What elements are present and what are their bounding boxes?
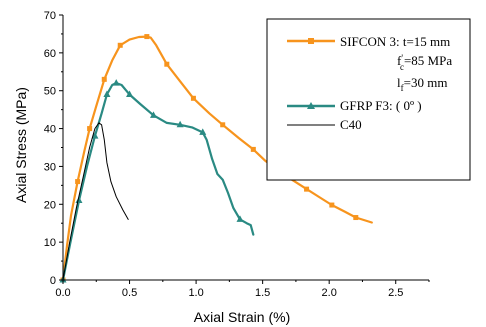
- data-point-gfrp-f3: [75, 196, 83, 203]
- data-point-gfrp-f3: [236, 215, 244, 222]
- legend-sifcon-lf-main: l: [397, 75, 401, 90]
- series-line-gfrp-f3: [61, 82, 255, 282]
- legend-sifcon-lf-sub: f: [401, 83, 404, 93]
- y-tick-label: 0: [50, 275, 56, 287]
- ticks-layer: 0.0 0.5 1.0 1.5 2.0 2.5 0 10 20 30 40 50 60 70: [44, 10, 430, 299]
- data-point-gfrp-f3: [176, 120, 184, 128]
- legend-sifcon-marker: [308, 38, 314, 44]
- y-tick-label: 70: [44, 10, 56, 22]
- data-point-sifcon-3: [75, 179, 81, 185]
- data-point-gfrp-f3: [91, 132, 99, 139]
- legend-sifcon-fc-rest: =85 MPa: [404, 53, 452, 68]
- y-axis-title: Axial Stress (MPa): [13, 87, 29, 203]
- x-tick-label: 1.0: [188, 287, 203, 299]
- data-point-sifcon-3: [87, 126, 93, 132]
- data-point-sifcon-3: [101, 76, 107, 82]
- data-point-gfrp-f3: [199, 128, 207, 135]
- data-point-sifcon-3: [117, 42, 123, 48]
- y-tick-label: 30: [44, 161, 56, 173]
- legend-sifcon-lf-rest: =30 mm: [404, 75, 448, 90]
- data-point-sifcon-3: [164, 61, 170, 67]
- data-point-gfrp-f3: [126, 90, 134, 97]
- data-point-sifcon-3: [220, 122, 226, 128]
- y-tick-label: 60: [44, 48, 56, 60]
- legend-box: [266, 18, 471, 181]
- legend: SIFCON 3: t=15 mm f' c=85 MPa lf=30 mm GF…: [266, 18, 471, 181]
- legend-sifcon-lf: lf=30 mm: [397, 75, 447, 93]
- data-point-gfrp-f3: [150, 111, 158, 118]
- legend-sifcon-fc-sup: ': [401, 53, 403, 63]
- data-point-sifcon-3: [190, 95, 196, 101]
- y-tick-label: 10: [44, 237, 56, 249]
- x-tick-label: 0.0: [55, 287, 70, 299]
- y-tick-label: 40: [44, 124, 56, 136]
- series-line-c40: [62, 122, 129, 281]
- data-point-sifcon-3: [144, 34, 150, 40]
- y-tick-label: 20: [44, 199, 56, 211]
- data-point-gfrp-f3: [103, 90, 111, 97]
- x-tick-label: 2.0: [322, 287, 337, 299]
- x-tick-label: 0.5: [122, 287, 137, 299]
- x-axis-title: Axial Strain (%): [194, 309, 290, 325]
- legend-gfrp-label: GFRP F3: ( 0º ): [340, 98, 422, 113]
- series-layer: [59, 34, 373, 283]
- legend-sifcon-fc-sub: c: [400, 62, 404, 72]
- data-point-sifcon-3: [304, 186, 310, 192]
- y-tick-label: 50: [44, 86, 56, 98]
- legend-sifcon-fc: f' c=85 MPa: [397, 53, 452, 72]
- legend-sifcon-label: SIFCON 3: t=15 mm: [340, 34, 450, 49]
- legend-sifcon-fc-main: f: [397, 53, 402, 68]
- data-point-sifcon-3: [329, 202, 335, 208]
- legend-gfrp-marker: [307, 102, 315, 109]
- data-point-sifcon-3: [353, 215, 359, 221]
- data-point-sifcon-3: [250, 146, 256, 152]
- data-point-gfrp-f3: [112, 79, 120, 86]
- x-tick-label: 1.5: [255, 287, 270, 299]
- legend-c40-label: C40: [340, 117, 362, 132]
- x-tick-label: 2.5: [388, 287, 403, 299]
